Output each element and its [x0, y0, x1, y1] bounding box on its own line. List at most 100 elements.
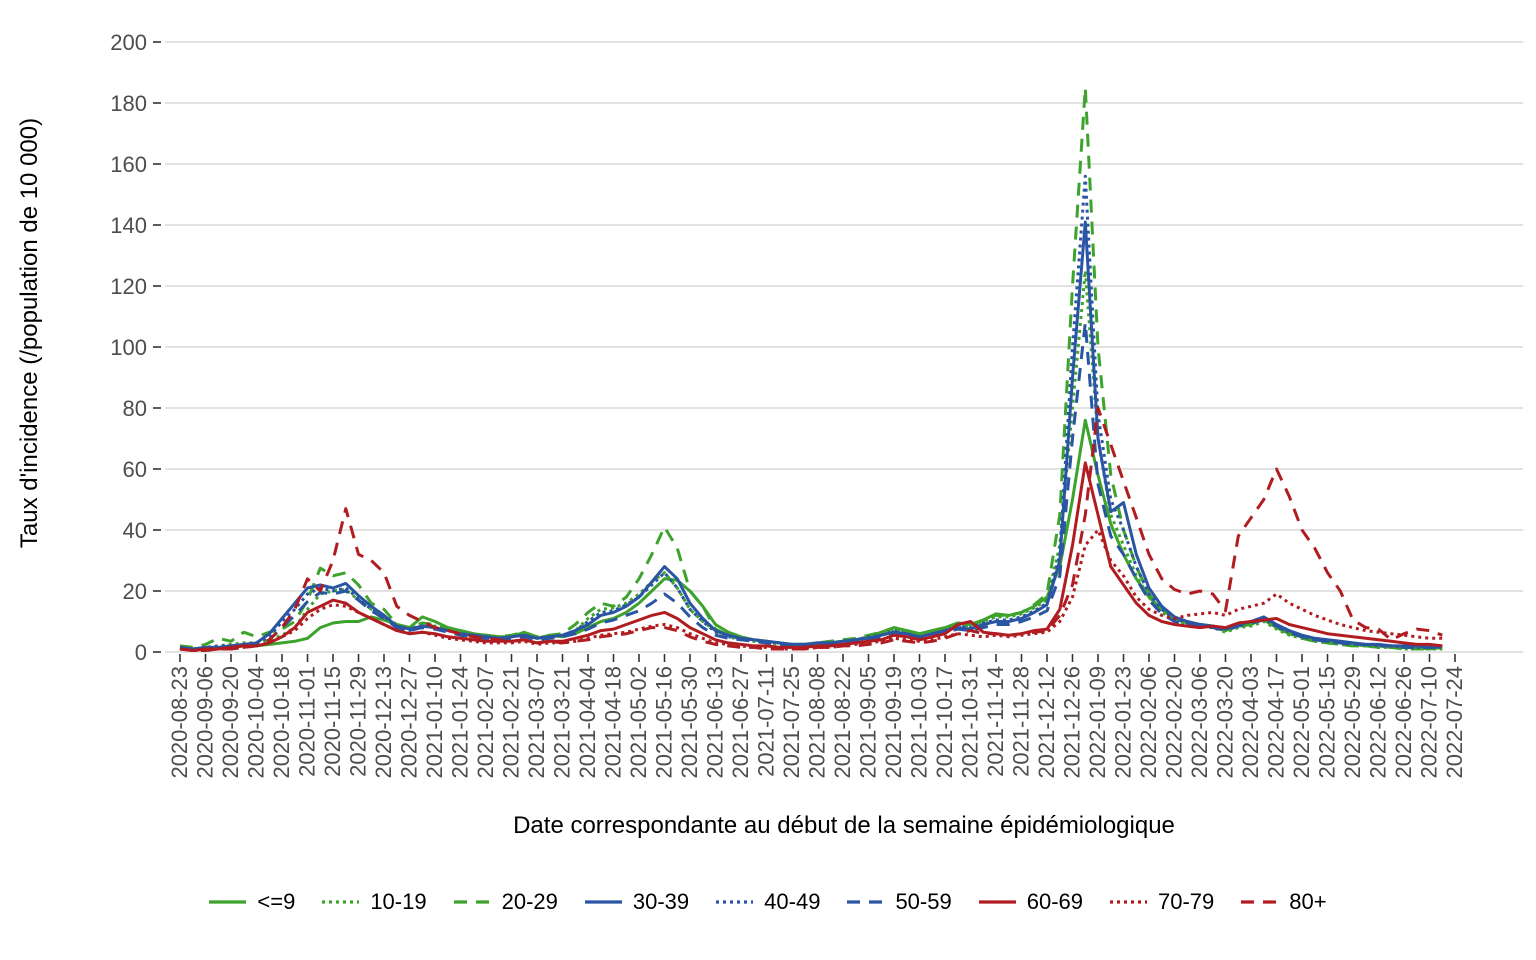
x-tick-label-2022-05-29: 2022-05-29 — [1340, 666, 1365, 779]
y-tick-label-0: 0 — [135, 640, 147, 665]
x-tick-label-2022-01-23: 2022-01-23 — [1111, 666, 1136, 779]
x-tick-label-2021-12-26: 2021-12-26 — [1060, 666, 1085, 779]
y-tick-label-200: 200 — [110, 30, 147, 55]
x-tick-label-2021-02-07: 2021-02-07 — [473, 666, 498, 779]
x-tick-label-2021-05-16: 2021-05-16 — [652, 666, 677, 779]
legend-key-dotted-line-icon — [1110, 900, 1147, 904]
legend-item-60-69: 60-69 — [978, 889, 1083, 915]
series-line-<=9 — [179, 418, 1443, 651]
legend-label: 60-69 — [1026, 889, 1083, 914]
y-tick-label-80: 80 — [123, 396, 147, 421]
x-tick-label-2020-09-06: 2020-09-06 — [193, 666, 218, 779]
x-tick-label-2020-10-18: 2020-10-18 — [269, 666, 294, 779]
legend-item-40-49: 40-49 — [716, 889, 820, 915]
x-tick-label-2021-09-05: 2021-09-05 — [856, 666, 881, 779]
y-tick-label-20: 20 — [123, 579, 147, 604]
x-tick-label-2021-11-28: 2021-11-28 — [1009, 666, 1034, 777]
x-tick-label-2020-12-13: 2020-12-13 — [371, 666, 396, 779]
x-tick-label-2020-12-27: 2020-12-27 — [397, 666, 422, 779]
x-axis-ticks — [179, 654, 1456, 662]
x-tick-label-2021-12-12: 2021-12-12 — [1034, 666, 1059, 779]
x-axis-title: Date correspondante au début de la semai… — [513, 812, 1175, 839]
x-tick-label-2021-06-13: 2021-06-13 — [703, 666, 728, 779]
y-axis-ticks — [153, 41, 161, 653]
legend-key-dashed-line-icon — [453, 900, 491, 904]
legend-item-80+: 80+ — [1241, 889, 1327, 915]
x-tick-label-2021-01-10: 2021-01-10 — [422, 666, 447, 779]
legend-key-dashed-line-icon — [1241, 900, 1279, 904]
x-tick-label-2022-04-17: 2022-04-17 — [1264, 666, 1289, 779]
x-tick-label-2021-05-30: 2021-05-30 — [677, 666, 702, 779]
x-tick-label-2021-08-08: 2021-08-08 — [805, 666, 830, 779]
x-tick-label-2021-01-24: 2021-01-24 — [448, 666, 473, 779]
series-line-60-69 — [179, 461, 1443, 652]
x-tick-label-2022-06-12: 2022-06-12 — [1366, 666, 1391, 779]
y-tick-label-40: 40 — [123, 518, 147, 543]
x-tick-label-2021-06-27: 2021-06-27 — [728, 666, 753, 779]
legend-label: 40-49 — [764, 889, 821, 914]
y-axis-tick-labels: 0 20 40 60 80 100 120 140 160 180 200 — [110, 30, 147, 665]
series-lines — [179, 86, 1443, 652]
legend-label: 30-39 — [632, 889, 690, 914]
series-line-20-29 — [179, 86, 1443, 651]
legend-label: 80+ — [1289, 889, 1327, 914]
x-tick-label-2022-02-06: 2022-02-06 — [1136, 666, 1161, 779]
x-tick-label-2021-07-25: 2021-07-25 — [779, 666, 804, 779]
x-axis-tick-labels: 2020-08-23 2020-09-06 2020-09-20 2020-10-04… — [167, 666, 1467, 779]
legend-item-70-79: 70-79 — [1110, 889, 1214, 915]
x-tick-label-2022-05-15: 2022-05-15 — [1315, 666, 1340, 779]
x-tick-label-2021-04-04: 2021-04-04 — [575, 666, 600, 779]
legend-key-dashed-line-icon — [847, 900, 885, 904]
x-tick-label-2020-08-23: 2020-08-23 — [167, 666, 192, 779]
legend-key-dotted-line-icon — [716, 900, 754, 904]
legend-label: 20-29 — [501, 889, 558, 914]
x-tick-label-2020-11-15: 2020-11-15 — [320, 666, 345, 777]
y-tick-label-160: 160 — [110, 152, 147, 177]
y-tick-label-140: 140 — [110, 213, 147, 238]
x-tick-label-2022-07-24: 2022-07-24 — [1442, 666, 1467, 779]
x-tick-label-2021-04-18: 2021-04-18 — [601, 666, 626, 779]
y-gridlines — [165, 41, 1523, 653]
x-tick-label-2022-01-09: 2022-01-09 — [1085, 666, 1110, 779]
legend-item-<=9: <=9 — [209, 889, 295, 915]
y-tick-label-60: 60 — [123, 457, 147, 482]
legend-key-solid-line-icon — [978, 900, 1016, 904]
legend-key-solid-line-icon — [209, 900, 247, 904]
legend-item-10-19: 10-19 — [322, 889, 427, 915]
x-tick-label-2022-06-26: 2022-06-26 — [1391, 666, 1416, 779]
y-tick-label-120: 120 — [110, 274, 147, 299]
y-tick-label-180: 180 — [110, 91, 147, 116]
legend-label: 70-79 — [1158, 889, 1215, 914]
legend-item-30-39: 30-39 — [584, 889, 690, 915]
legend: <=9 10-19 20-29 30-39 40-49 50-59 60-69 70-79 80… — [0, 889, 1536, 915]
x-tick-label-2021-10-03: 2021-10-03 — [907, 666, 932, 779]
legend-label: <=9 — [257, 889, 296, 914]
x-tick-label-2020-10-04: 2020-10-04 — [244, 666, 269, 779]
x-tick-label-2022-03-06: 2022-03-06 — [1187, 666, 1212, 779]
y-tick-label-100: 100 — [110, 335, 147, 360]
x-tick-label-2021-02-21: 2021-02-21 — [499, 666, 524, 779]
x-tick-label-2022-05-01: 2022-05-01 — [1289, 666, 1314, 779]
x-tick-label-2021-03-07: 2021-03-07 — [524, 666, 549, 779]
legend-item-50-59: 50-59 — [847, 889, 952, 915]
x-tick-label-2022-04-03: 2022-04-03 — [1238, 666, 1263, 779]
x-tick-label-2021-11-14: 2021-11-14 — [983, 666, 1008, 777]
legend-item-20-29: 20-29 — [453, 889, 558, 915]
x-tick-label-2021-03-21: 2021-03-21 — [550, 666, 575, 779]
legend-label: 50-59 — [895, 889, 952, 914]
series-line-40-49 — [179, 174, 1443, 651]
x-tick-label-2022-03-20: 2022-03-20 — [1213, 666, 1238, 779]
series-line-10-19 — [179, 269, 1443, 651]
legend-key-solid-line-icon — [584, 900, 622, 904]
legend-label: 10-19 — [370, 889, 427, 914]
x-tick-label-2020-11-01: 2020-11-01 — [295, 666, 320, 777]
legend-key-dotted-line-icon — [322, 900, 360, 904]
x-tick-label-2022-02-20: 2022-02-20 — [1162, 666, 1187, 779]
y-axis-title: Taux d'incidence (/population de 10 000) — [16, 117, 43, 549]
x-tick-label-2020-09-20: 2020-09-20 — [218, 666, 243, 779]
x-tick-label-2021-07-11: 2021-07-11 — [754, 666, 779, 777]
x-tick-label-2021-08-22: 2021-08-22 — [830, 666, 855, 779]
x-tick-label-2021-10-31: 2021-10-31 — [958, 666, 983, 779]
